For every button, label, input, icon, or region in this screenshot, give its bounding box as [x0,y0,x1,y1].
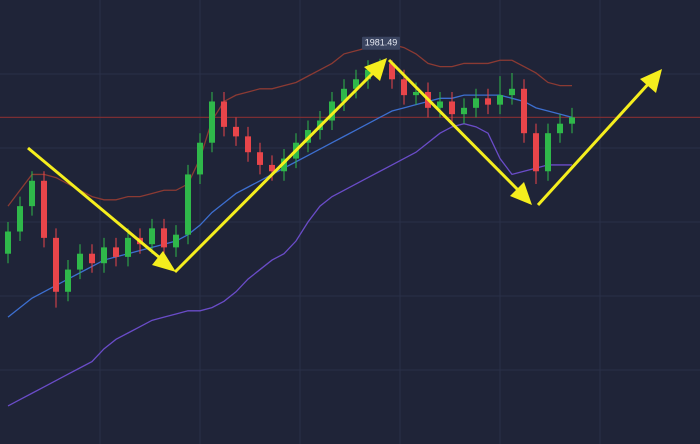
annotation-label: 1981.49 [365,38,398,48]
candle-body [221,101,227,127]
candle-body [329,101,335,121]
candle-body [569,117,575,124]
candle-body [485,98,491,105]
candle-body [257,152,263,165]
arrow [27,146,161,260]
candle-body [245,136,251,153]
candle-body [53,237,59,292]
candle-body [233,126,239,137]
arrow-head [364,58,387,81]
arrow [387,58,522,194]
candle-body [461,107,467,115]
band-line [7,43,572,207]
candle-body [389,63,395,80]
candle-body [185,174,191,235]
candle-body [521,88,527,134]
candle-body [173,234,179,248]
candle-body [89,253,95,264]
candle-body [509,88,515,96]
candle-body [413,91,419,96]
candle-body [197,142,203,175]
candle-body [557,123,563,134]
candle-body [437,101,443,108]
candle-body [401,79,407,96]
candle-body [341,88,347,102]
candle-body [473,98,479,108]
band-line [7,123,572,407]
annotation-box [362,36,400,50]
candle-body [113,247,119,257]
arrow-head [640,69,662,93]
candle-body [5,231,11,254]
candle-body [353,79,359,89]
candle-body [269,164,275,172]
trend-arrows [27,58,662,274]
candle-body [449,101,455,115]
candle-body [497,95,503,105]
arrow-head [510,182,532,205]
candle-body [365,69,371,80]
candle-body [17,206,23,232]
candle-body [41,180,47,238]
candle-body [65,269,71,292]
candle-body [125,237,131,257]
candle-body [545,133,551,172]
candle-body [101,247,107,264]
candle-body [281,158,287,172]
candle-body [209,101,215,143]
arrow [536,80,652,207]
candle-body [29,180,35,207]
candle-body [149,228,155,245]
arrow [173,70,376,274]
plot: 1981.49 [0,36,700,407]
candle-body [77,253,83,270]
candle-body [161,228,167,248]
candle-body [533,133,539,172]
arrow-head [152,251,176,272]
